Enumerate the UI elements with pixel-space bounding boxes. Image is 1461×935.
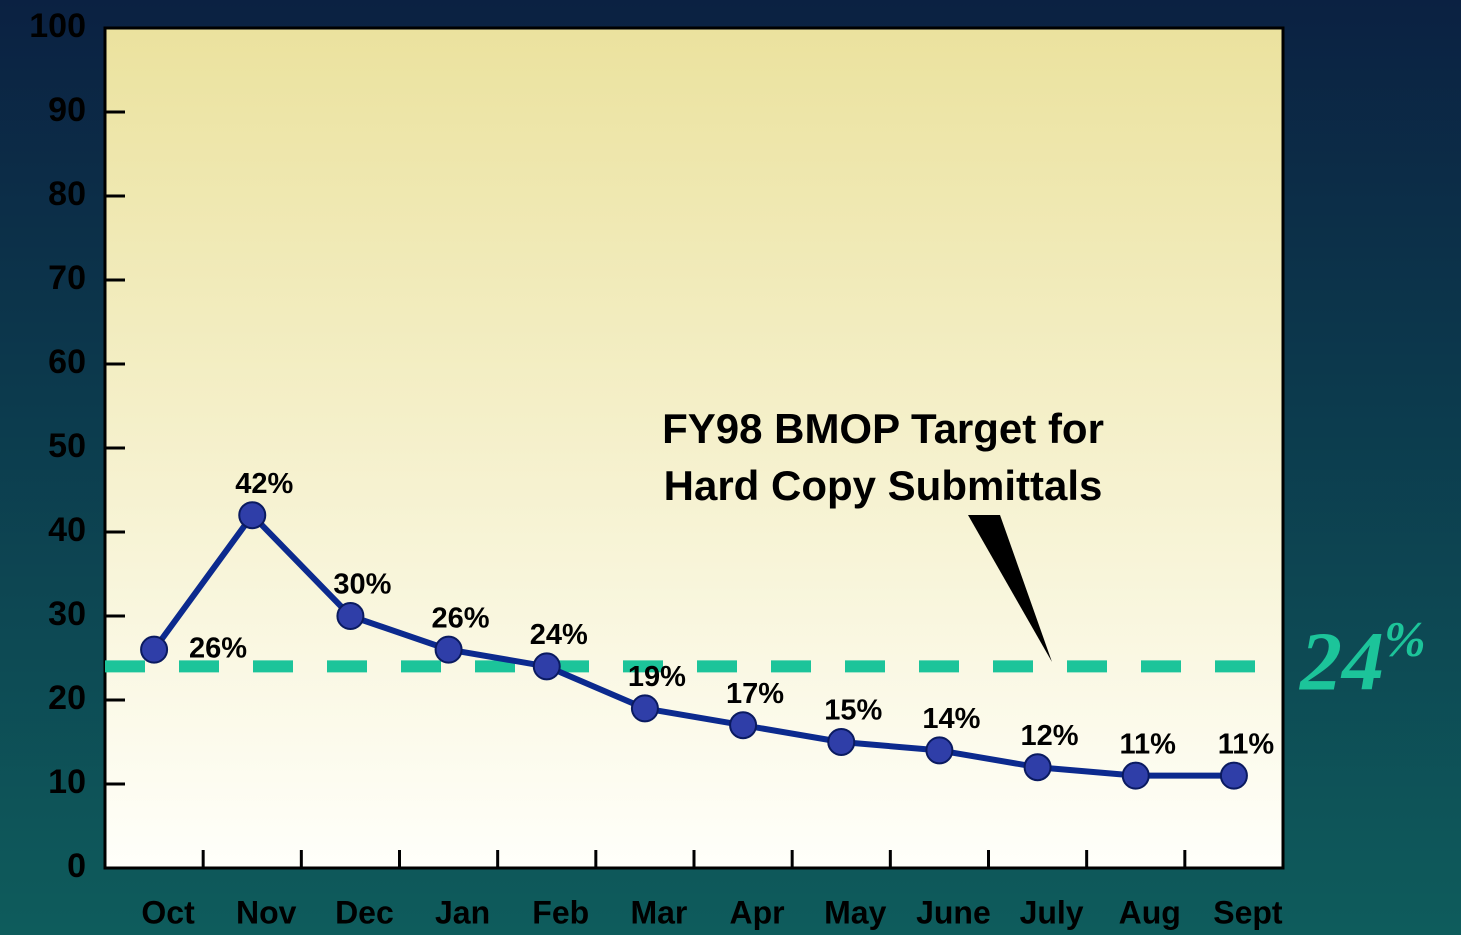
data-label: 11% <box>1218 728 1275 760</box>
y-tick-label: 20 <box>48 679 86 717</box>
x-tick-label: Dec <box>335 894 394 930</box>
x-tick-label: June <box>916 894 991 930</box>
data-label: 14% <box>922 703 980 735</box>
y-tick-label: 50 <box>48 427 86 465</box>
x-tick-label: Aug <box>1119 894 1181 930</box>
data-label: 26% <box>432 602 490 634</box>
marker <box>827 728 856 756</box>
x-tick-label: Oct <box>141 894 195 930</box>
marker <box>140 635 169 664</box>
x-tick-label: Feb <box>532 894 589 930</box>
y-tick-label: 0 <box>67 847 86 885</box>
x-tick-label: Apr <box>730 894 785 930</box>
y-tick-label: 80 <box>48 175 86 213</box>
data-label: 11% <box>1120 728 1177 760</box>
y-tick-label: 60 <box>48 343 86 381</box>
marker <box>1219 761 1248 790</box>
marker <box>729 711 758 740</box>
data-label: 17% <box>726 678 784 710</box>
data-label: 26% <box>189 632 247 664</box>
y-tick-label: 70 <box>48 259 86 297</box>
annotation: FY98 BMOP Target for <box>662 405 1104 452</box>
data-label: 24% <box>530 619 588 651</box>
x-tick-label: Sept <box>1213 894 1283 930</box>
marker <box>630 694 659 723</box>
y-tick-label: 10 <box>48 763 86 801</box>
y-tick-label: 30 <box>48 595 86 633</box>
data-label: 30% <box>333 569 391 601</box>
x-tick-label: Mar <box>630 894 687 930</box>
marker <box>1023 753 1052 782</box>
data-label: 15% <box>824 695 882 727</box>
marker <box>434 635 463 664</box>
x-tick-label: May <box>824 894 886 930</box>
marker <box>238 501 267 530</box>
marker <box>532 652 561 681</box>
annotation-pointer <box>968 515 1052 662</box>
marker <box>1121 761 1150 790</box>
x-tick-label: July <box>1020 894 1084 930</box>
y-tick-label: 100 <box>29 7 86 45</box>
data-label: 12% <box>1021 720 1079 752</box>
y-tick-label: 90 <box>48 91 86 129</box>
marker <box>925 736 954 765</box>
annotation: Hard Copy Submittals <box>664 462 1103 509</box>
line <box>151 512 1234 779</box>
plot-area <box>103 26 1285 870</box>
data-label: 19% <box>628 661 686 693</box>
x-tick-label: Jan <box>435 894 490 930</box>
marker <box>336 602 365 630</box>
data-label: 42% <box>235 468 293 500</box>
y-tick-label: 40 <box>48 511 86 549</box>
target-label: 24% <box>1298 611 1426 709</box>
x-tick-label: Nov <box>236 894 297 930</box>
